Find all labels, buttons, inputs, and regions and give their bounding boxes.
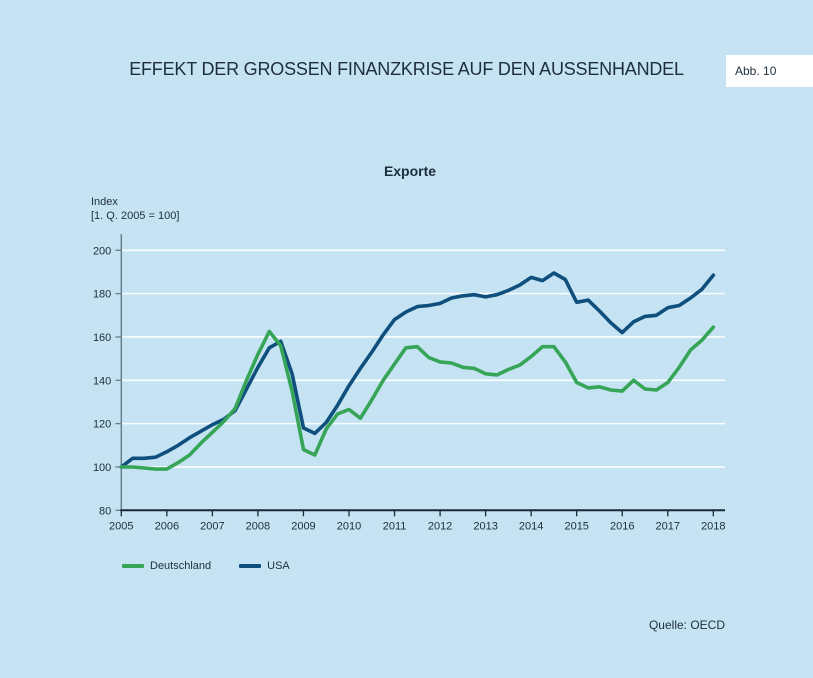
x-tick-label-2009: 2009: [291, 520, 315, 532]
x-tick-label-2016: 2016: [610, 520, 634, 532]
chart-title: Exporte: [383, 163, 437, 179]
legend-swatch-deutschland: [122, 564, 144, 568]
legend-swatch-usa: [239, 564, 262, 568]
source-note: Quelle: OECD: [648, 618, 725, 632]
x-tick-label-2014: 2014: [519, 520, 543, 532]
y-tick-label-80: 80: [99, 505, 111, 517]
y-axis-unit-line2: [1. Q. 2005 = 100]: [91, 210, 180, 222]
y-tick-label-100: 100: [93, 462, 111, 474]
x-tick-label-2018: 2018: [701, 520, 725, 532]
x-tick-label-2010: 2010: [337, 520, 361, 532]
x-tick-label-2007: 2007: [200, 520, 224, 532]
x-tick-label-2005: 2005: [109, 520, 133, 532]
page-title: EFFEKT DER GROSSEN FINANZKRISE AUF DEN A…: [129, 59, 684, 79]
y-tick-label-200: 200: [93, 245, 111, 257]
figure-badge-label: Abb. 10: [735, 64, 777, 78]
x-tick-label-2017: 2017: [656, 520, 680, 532]
legend-label-usa: USA: [267, 560, 290, 572]
y-axis-unit-line1: Index: [91, 196, 118, 208]
y-tick-label-140: 140: [93, 375, 111, 387]
y-axis-unit-label: Index [1. Q. 2005 = 100]: [91, 195, 179, 223]
series-line-usa: [119, 271, 716, 469]
x-tick-label-2008: 2008: [246, 520, 270, 532]
x-tick-label-2012: 2012: [428, 520, 452, 532]
series-line-deutschland: [119, 325, 716, 471]
legend: Deutschland USA: [122, 559, 290, 573]
x-tick-label-2013: 2013: [473, 520, 497, 532]
legend-label-deutschland: Deutschland: [150, 560, 212, 572]
y-tick-label-160: 160: [93, 332, 111, 344]
x-tick-label-2006: 2006: [155, 520, 179, 532]
x-tick-label-2015: 2015: [564, 520, 588, 532]
y-tick-label-180: 180: [93, 289, 111, 301]
figure-badge: Abb. 10: [726, 55, 813, 87]
x-tick-label-2011: 2011: [383, 520, 407, 532]
y-tick-label-120: 120: [93, 419, 111, 431]
